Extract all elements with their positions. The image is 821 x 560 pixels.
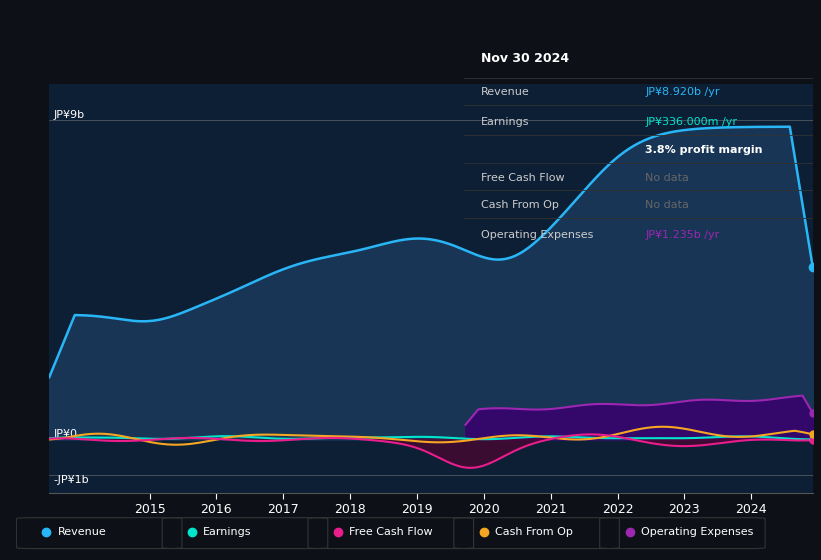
Text: 3.8% profit margin: 3.8% profit margin [645, 145, 763, 155]
Text: No data: No data [645, 200, 689, 210]
Text: JP¥9b: JP¥9b [53, 110, 85, 119]
Text: Earnings: Earnings [481, 117, 530, 127]
Text: JP¥336.000m /yr: JP¥336.000m /yr [645, 117, 737, 127]
Text: Operating Expenses: Operating Expenses [481, 230, 594, 240]
Text: Nov 30 2024: Nov 30 2024 [481, 52, 570, 65]
Text: No data: No data [645, 172, 689, 183]
Text: Revenue: Revenue [481, 87, 530, 97]
Text: Earnings: Earnings [204, 527, 252, 537]
Text: Revenue: Revenue [57, 527, 106, 537]
Text: JP¥8.920b /yr: JP¥8.920b /yr [645, 87, 720, 97]
Text: Cash From Op: Cash From Op [481, 200, 559, 210]
Text: Cash From Op: Cash From Op [495, 527, 573, 537]
Text: Free Cash Flow: Free Cash Flow [481, 172, 565, 183]
Text: Operating Expenses: Operating Expenses [640, 527, 753, 537]
Text: JP¥0: JP¥0 [53, 430, 77, 440]
Text: JP¥1.235b /yr: JP¥1.235b /yr [645, 230, 719, 240]
Text: Free Cash Flow: Free Cash Flow [349, 527, 433, 537]
Text: -JP¥1b: -JP¥1b [53, 475, 89, 485]
